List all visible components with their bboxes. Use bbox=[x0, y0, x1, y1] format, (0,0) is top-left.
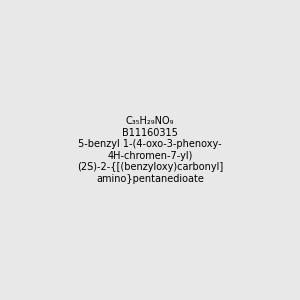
Text: C₃₅H₂₉NO₉
B11160315
5-benzyl 1-(4-oxo-3-phenoxy-
4H-chromen-7-yl)
(2S)-2-{[(benz: C₃₅H₂₉NO₉ B11160315 5-benzyl 1-(4-oxo-3-… bbox=[77, 116, 223, 184]
